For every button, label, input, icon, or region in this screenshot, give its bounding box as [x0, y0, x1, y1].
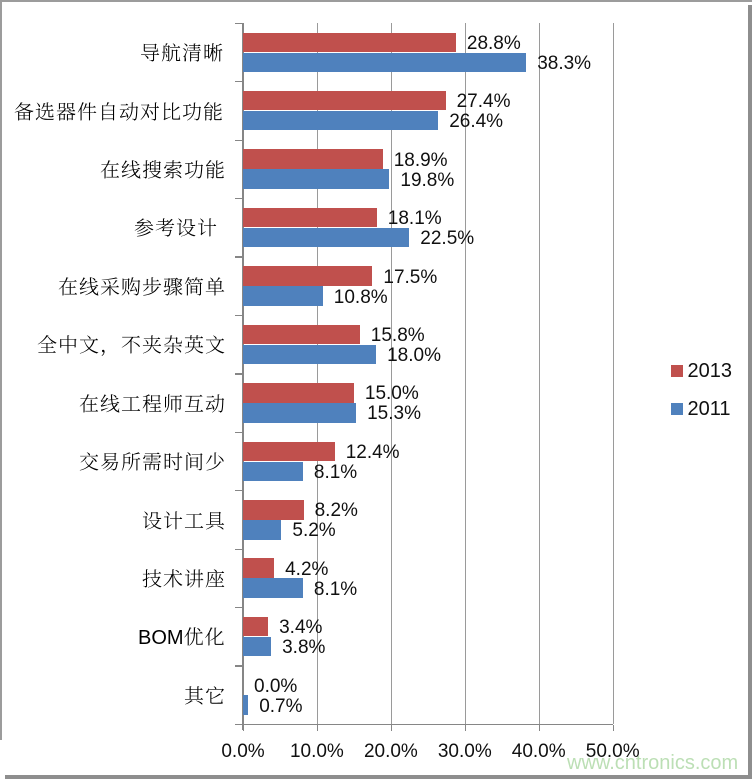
svg-text:BOM: BOM: [138, 627, 184, 649]
